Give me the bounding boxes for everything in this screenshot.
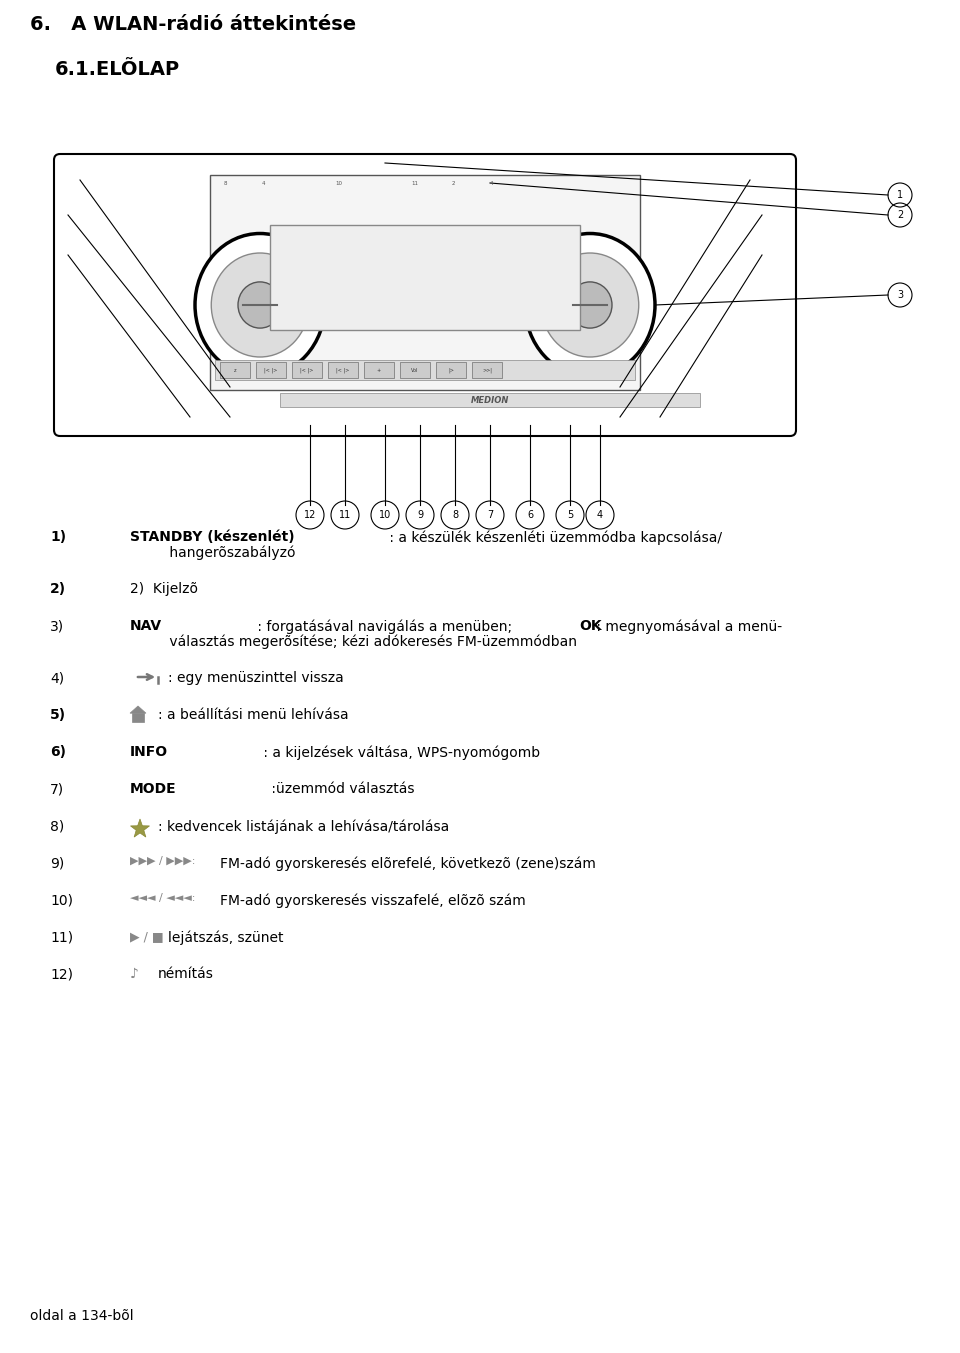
Text: OK: OK bbox=[580, 620, 602, 633]
Text: 7: 7 bbox=[487, 510, 493, 520]
Text: Vol: Vol bbox=[411, 368, 419, 372]
Text: 9): 9) bbox=[50, 856, 64, 870]
Ellipse shape bbox=[238, 281, 282, 327]
Text: FM-adó gyorskeresés visszafelé, elõzõ szám: FM-adó gyorskeresés visszafelé, elõzõ sz… bbox=[220, 893, 526, 908]
Text: MODE: MODE bbox=[130, 782, 177, 796]
FancyBboxPatch shape bbox=[215, 360, 635, 380]
FancyBboxPatch shape bbox=[364, 363, 394, 377]
Text: 3): 3) bbox=[50, 620, 64, 633]
Text: 4: 4 bbox=[490, 180, 492, 185]
Text: 5: 5 bbox=[566, 510, 573, 520]
Text: |< |>: |< |> bbox=[300, 367, 314, 372]
Text: 2: 2 bbox=[897, 210, 903, 221]
Ellipse shape bbox=[195, 234, 325, 376]
FancyBboxPatch shape bbox=[328, 363, 358, 377]
Text: ▶ / ■: ▶ / ■ bbox=[130, 930, 163, 943]
Polygon shape bbox=[132, 713, 144, 723]
Text: |< |>: |< |> bbox=[264, 367, 277, 372]
Text: 1): 1) bbox=[50, 530, 66, 544]
Text: ▶▶▶ / ▶▶▶:: ▶▶▶ / ▶▶▶: bbox=[130, 856, 196, 866]
Text: 10: 10 bbox=[335, 180, 343, 185]
Text: STANDBY (készenlét): STANDBY (készenlét) bbox=[130, 530, 295, 544]
FancyBboxPatch shape bbox=[54, 154, 796, 436]
FancyBboxPatch shape bbox=[472, 363, 502, 377]
Text: 2)  Kijelzõ: 2) Kijelzõ bbox=[130, 582, 198, 597]
Text: 8): 8) bbox=[50, 819, 64, 833]
Text: 7): 7) bbox=[50, 782, 64, 796]
FancyBboxPatch shape bbox=[210, 175, 640, 390]
Text: 9: 9 bbox=[417, 510, 423, 520]
Text: 6): 6) bbox=[50, 746, 66, 759]
Text: FM-adó gyorskeresés elõrefelé, következõ (zene)szám: FM-adó gyorskeresés elõrefelé, következõ… bbox=[220, 856, 596, 870]
Text: |>: |> bbox=[448, 367, 454, 372]
Text: +: + bbox=[377, 368, 381, 372]
Text: MEDION: MEDION bbox=[470, 395, 509, 405]
Text: : kedvencek listájának a lehívása/tárolása: : kedvencek listájának a lehívása/tárolá… bbox=[158, 819, 449, 833]
FancyBboxPatch shape bbox=[292, 363, 322, 377]
FancyBboxPatch shape bbox=[220, 363, 250, 377]
Text: 6: 6 bbox=[527, 510, 533, 520]
Text: : a készülék készenléti üzemmódba kapcsolása/: : a készülék készenléti üzemmódba kapcso… bbox=[385, 530, 722, 544]
Text: 10: 10 bbox=[379, 510, 391, 520]
Text: 12: 12 bbox=[303, 510, 316, 520]
Text: 4): 4) bbox=[50, 671, 64, 685]
Text: : megnyomásával a menü-: : megnyomásával a menü- bbox=[591, 620, 781, 633]
Text: >>|: >>| bbox=[482, 367, 492, 372]
FancyBboxPatch shape bbox=[280, 392, 700, 407]
Ellipse shape bbox=[568, 281, 612, 327]
Text: 6.   A WLAN-rádió áttekintése: 6. A WLAN-rádió áttekintése bbox=[30, 15, 356, 34]
Text: : a kijelzések váltása, WPS-nyomógomb: : a kijelzések váltása, WPS-nyomógomb bbox=[259, 746, 540, 759]
Polygon shape bbox=[131, 819, 150, 838]
Text: : egy menüszinttel vissza: : egy menüszinttel vissza bbox=[168, 671, 344, 685]
Text: ♪: ♪ bbox=[130, 967, 139, 981]
Text: : a beállítási menü lehívása: : a beállítási menü lehívása bbox=[158, 708, 348, 723]
Text: 12): 12) bbox=[50, 967, 73, 981]
Polygon shape bbox=[130, 706, 146, 713]
Ellipse shape bbox=[525, 234, 655, 376]
Text: 8: 8 bbox=[224, 180, 227, 185]
Text: 11): 11) bbox=[50, 930, 73, 944]
Text: 4: 4 bbox=[597, 510, 603, 520]
Text: lejátszás, szünet: lejátszás, szünet bbox=[168, 930, 283, 944]
Text: 11: 11 bbox=[339, 510, 351, 520]
Text: INFO: INFO bbox=[130, 746, 168, 759]
Text: 3: 3 bbox=[897, 290, 903, 300]
Text: 2: 2 bbox=[451, 180, 455, 185]
Text: hangerõszabályzó: hangerõszabályzó bbox=[130, 545, 296, 560]
Ellipse shape bbox=[211, 253, 309, 357]
Text: 10): 10) bbox=[50, 893, 73, 907]
Text: NAV: NAV bbox=[130, 620, 162, 633]
Text: z: z bbox=[233, 368, 236, 372]
Text: 11: 11 bbox=[412, 180, 419, 185]
Text: ◄◄◄ / ◄◄◄:: ◄◄◄ / ◄◄◄: bbox=[130, 893, 196, 902]
FancyBboxPatch shape bbox=[256, 363, 286, 377]
Text: 2): 2) bbox=[50, 582, 66, 597]
Ellipse shape bbox=[541, 253, 638, 357]
Text: választás megerõsítése; kézi adókeresés FM-üzemmódban: választás megerõsítése; kézi adókeresés … bbox=[130, 635, 577, 648]
Text: 8: 8 bbox=[452, 510, 458, 520]
Text: 6.1.ELÕLAP: 6.1.ELÕLAP bbox=[55, 60, 180, 78]
FancyBboxPatch shape bbox=[436, 363, 466, 377]
FancyBboxPatch shape bbox=[400, 363, 430, 377]
Text: :üzemmód választás: :üzemmód választás bbox=[268, 782, 415, 796]
Text: oldal a 134-bõl: oldal a 134-bõl bbox=[30, 1308, 133, 1323]
Text: némítás: némítás bbox=[158, 967, 214, 981]
FancyBboxPatch shape bbox=[270, 225, 580, 330]
Text: 1: 1 bbox=[897, 189, 903, 200]
Text: 5): 5) bbox=[50, 708, 66, 723]
Text: |< |>: |< |> bbox=[336, 367, 349, 372]
Text: : forgatásával navigálás a menüben;: : forgatásával navigálás a menüben; bbox=[252, 620, 516, 633]
Text: 4: 4 bbox=[261, 180, 265, 185]
